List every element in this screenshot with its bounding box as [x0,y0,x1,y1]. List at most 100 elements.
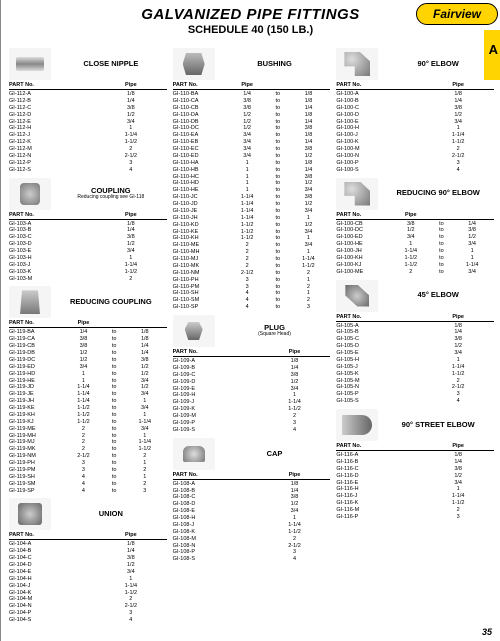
cell-part: GI-109-A [173,358,259,365]
cell-part: GI-108-A [173,481,259,488]
table-row: GI-119-PH3to1 [9,460,167,467]
cell-pipe2: 3/4 [287,242,331,249]
cell-pipe1: 3 [225,277,269,284]
cell-to: to [105,405,123,412]
cell-pipe1: 3 [62,460,106,467]
cell-pipe1: 1 [62,378,106,385]
cell-part: GI-104-K [9,590,95,597]
cell-to: to [269,284,287,291]
cell-part: GI-109-E [173,386,259,393]
table-row: GI-109-P3 [173,420,331,427]
cell-pipe: 1-1/2 [95,139,167,146]
cell-part: GI-109-B [173,365,259,372]
col-part-no: PART No. [173,472,259,478]
cell-part: GI-100-KH [336,255,389,262]
cell-pipe1: 1/2 [62,350,106,357]
cell-pipe2: 1/2 [287,222,331,229]
section-title: UNION [55,510,167,518]
section-title: CAP [219,450,331,458]
cell-pipe: 1-1/4 [259,399,331,406]
cell-pipe: 3 [422,160,494,167]
cell-pipe1: 1-1/2 [62,419,106,426]
table-row: GI-110-JH1-1/4to1 [173,215,331,222]
table-row: GI-108-K1-1/2 [173,529,331,536]
cell-part: GI-110-JD [173,201,226,208]
cell-pipe1: 1-1/4 [225,208,269,215]
cell-part: GI-105-D [336,343,422,350]
cell-part: GI-112-K [9,139,95,146]
cell-pipe: 1 [95,576,167,583]
cell-pipe1: 3/8 [389,221,433,228]
cell-part: GI-110-PH [173,277,226,284]
cell-pipe2: 1/2 [287,180,331,187]
cell-pipe2: 1/2 [287,201,331,208]
cell-part: GI-119-KE [9,405,62,412]
cell-part: GI-110-CA [173,98,226,105]
cell-to: to [269,153,287,160]
cell-pipe1: 1-1/2 [62,405,106,412]
cell-pipe1: 2 [225,242,269,249]
table-header: PART No.Pipe [173,82,331,90]
table-row: GI-100-M2 [336,146,494,153]
table-row: GI-116-M2 [336,507,494,514]
cell-pipe: 3/8 [422,336,494,343]
product-thumb [9,498,51,530]
table-row: GI-100-N2-1/2 [336,153,494,160]
cell-pipe1: 2 [225,263,269,270]
table-row: GI-103-M2 [9,276,167,283]
col-part-no: PART No. [336,82,422,88]
cell-to: to [269,290,287,297]
table-body: GI-109-A1/8GI-109-B1/4GI-109-C3/8GI-109-… [173,358,331,434]
cell-pipe: 1/2 [422,343,494,350]
cell-part: GI-110-MJ [173,256,226,263]
table-row: GI-109-C3/8 [173,372,331,379]
cell-to: to [105,481,123,488]
table-row: GI-100-P3 [336,160,494,167]
cell-pipe: 3/4 [259,508,331,515]
table-row: GI-110-MK2to1-1/2 [173,263,331,270]
cell-to: to [269,105,287,112]
cell-part: GI-100-M [336,146,422,153]
cell-pipe2: 3/8 [287,174,331,181]
cell-to: to [105,453,123,460]
cell-part: GI-119-SP [9,488,62,495]
cell-part: GI-103-B [9,227,95,234]
cell-part: GI-109-J [173,399,259,406]
table-row: GI-108-M2 [173,536,331,543]
cell-pipe: 2 [259,413,331,420]
cell-part: GI-116-D [336,473,422,480]
cell-pipe2: 3/4 [450,269,494,276]
table-row: GI-116-A1/8 [336,452,494,459]
cell-to: to [105,357,123,364]
cell-to: to [105,384,123,391]
section-title: REDUCING 90° ELBOW [382,189,494,197]
table-row: GI-100-A1/8 [336,91,494,98]
cell-to: to [433,262,451,269]
cell-part: GI-119-MJ [9,439,62,446]
table-row: GI-116-H1 [336,486,494,493]
table-row: GI-119-MH2to1 [9,433,167,440]
cell-pipe: 1/2 [95,562,167,569]
cell-part: GI-110-JC [173,194,226,201]
cell-part: GI-119-ME [9,426,62,433]
cell-pipe2: 1-1/4 [287,256,331,263]
cell-pipe2: 1-1/2 [287,263,331,270]
cell-part: GI-119-KJ [9,419,62,426]
table-row: GI-103-K1-1/2 [9,269,167,276]
cell-pipe1: 2 [62,433,106,440]
cell-part: GI-112-P [9,160,95,167]
cell-part: GI-100-KJ [336,262,389,269]
cell-pipe2: 3/4 [123,391,167,398]
table-row: GI-119-DC1/2to3/8 [9,357,167,364]
col-part-no: PART No. [173,349,259,355]
cell-pipe1: 1-1/2 [225,229,269,236]
cell-to: to [269,256,287,263]
cell-pipe: 3/4 [422,480,494,487]
cell-part: GI-116-A [336,452,422,459]
table-row: GI-112-S4 [9,167,167,174]
cell-pipe: 3/8 [422,105,494,112]
col-part-no: PART No. [9,532,95,538]
cell-part: GI-105-N [336,384,422,391]
cell-part: GI-119-DC [9,357,62,364]
cell-pipe: 3/4 [422,119,494,126]
